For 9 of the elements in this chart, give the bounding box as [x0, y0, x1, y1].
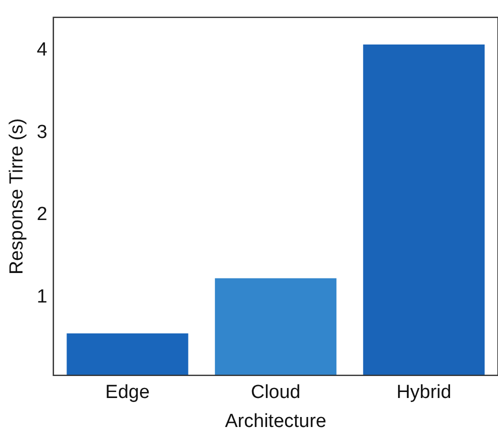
y-tick-label: 2: [36, 204, 48, 226]
x-tick-label: Edge: [105, 382, 150, 404]
y-tick-label: 3: [36, 122, 48, 143]
x-tick-label: Cloud: [250, 382, 301, 404]
y-axis-title: Response Tirre (s): [6, 118, 28, 275]
y-tick-label: 1: [36, 286, 48, 308]
x-tick-label: Hybrid: [396, 382, 452, 404]
x-axis-title: Architecture: [224, 410, 326, 432]
y-tick-label: 4: [36, 40, 48, 61]
